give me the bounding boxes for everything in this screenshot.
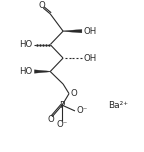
Text: O⁻: O⁻: [56, 120, 68, 129]
Text: Ba²⁺: Ba²⁺: [108, 101, 128, 110]
Text: HO: HO: [19, 67, 32, 76]
Text: O⁻: O⁻: [77, 106, 88, 115]
Polygon shape: [34, 70, 50, 73]
Text: O: O: [70, 89, 77, 98]
Text: HO: HO: [19, 40, 32, 49]
Text: OH: OH: [84, 27, 97, 36]
Text: OH: OH: [84, 54, 97, 63]
Text: P: P: [59, 101, 65, 110]
Text: O: O: [39, 1, 46, 10]
Text: O: O: [48, 115, 55, 124]
Polygon shape: [63, 29, 82, 33]
